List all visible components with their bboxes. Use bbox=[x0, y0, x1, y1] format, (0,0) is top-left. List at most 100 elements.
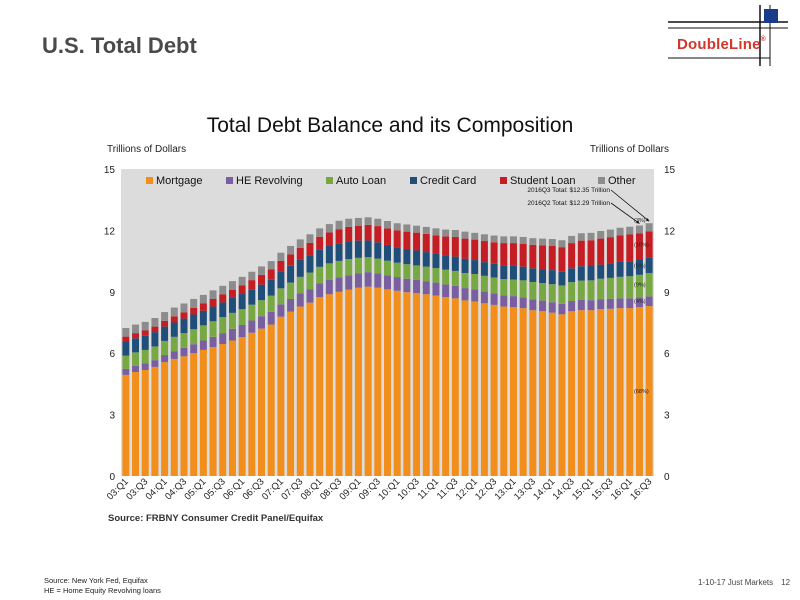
bar-segment-student-loan bbox=[626, 234, 634, 262]
bar-segment-credit-card bbox=[587, 266, 595, 281]
bar-segment-auto-loan bbox=[558, 285, 566, 304]
bar-segment-auto-loan bbox=[141, 349, 149, 364]
bar-segment-credit-card bbox=[364, 240, 372, 258]
bar-segment-he-revolving bbox=[587, 300, 595, 311]
bar-segment-student-loan bbox=[393, 230, 401, 248]
bar-segment-credit-card bbox=[141, 335, 149, 350]
bar-segment-he-revolving bbox=[597, 299, 605, 310]
bar-segment-auto-loan bbox=[345, 259, 353, 276]
bar-segment-credit-card bbox=[345, 241, 353, 260]
bar-segment-mortgage bbox=[325, 294, 333, 476]
bar-segment-student-loan bbox=[645, 231, 653, 258]
bar-segment-he-revolving bbox=[335, 277, 343, 292]
bar-segment-mortgage bbox=[587, 310, 595, 476]
bar-segment-credit-card bbox=[626, 261, 634, 277]
x-tick-label: 16:Q3 bbox=[628, 476, 654, 502]
total-annotation: 2016Q3 Total: $12.35 Trillion bbox=[527, 187, 610, 194]
bar-segment-mortgage bbox=[335, 291, 343, 476]
bar-segment-other bbox=[645, 223, 653, 232]
legend-label: Mortgage bbox=[156, 175, 202, 187]
bar-segment-he-revolving bbox=[626, 298, 634, 309]
bar-segment-credit-card bbox=[199, 310, 207, 326]
bar-segment-mortgage bbox=[267, 324, 275, 476]
bar-segment-other bbox=[471, 232, 479, 240]
bar-segment-other bbox=[626, 226, 634, 235]
bar-segment-mortgage bbox=[548, 312, 556, 476]
bar-segment-mortgage bbox=[122, 374, 130, 476]
bar-segment-mortgage bbox=[248, 332, 256, 476]
bar-segment-mortgage bbox=[539, 311, 547, 476]
y-tick-label-left: 12 bbox=[104, 226, 116, 237]
bar-segment-mortgage bbox=[219, 343, 227, 476]
bar-segment-student-loan bbox=[345, 226, 353, 242]
bar-segment-mortgage bbox=[645, 306, 653, 476]
bar-segment-mortgage bbox=[413, 293, 421, 476]
bar-segment-credit-card bbox=[258, 284, 266, 301]
bar-segment-auto-loan bbox=[568, 282, 576, 302]
bar-segment-mortgage bbox=[500, 306, 508, 476]
bar-segment-student-loan bbox=[490, 242, 498, 264]
bar-segment-auto-loan bbox=[238, 309, 246, 325]
bar-segment-credit-card bbox=[490, 263, 498, 278]
bar-segment-he-revolving bbox=[442, 284, 450, 298]
bar-segment-other bbox=[306, 234, 314, 243]
bar-segment-auto-loan bbox=[500, 279, 508, 296]
footer-source-line: HE = Home Equity Revolving loans bbox=[44, 586, 161, 595]
legend-label: HE Revolving bbox=[236, 175, 303, 187]
legend-label: Credit Card bbox=[420, 175, 476, 187]
bar-segment-he-revolving bbox=[325, 279, 333, 295]
bar-segment-student-loan bbox=[461, 238, 469, 259]
bar-segment-credit-card bbox=[577, 266, 585, 281]
bar-segment-auto-loan bbox=[451, 270, 459, 286]
chart-source: Source: FRBNY Consumer Credit Panel/Equi… bbox=[108, 513, 324, 524]
bar-segment-credit-card bbox=[480, 262, 488, 276]
y-tick-label-left: 15 bbox=[104, 165, 116, 176]
bar-segment-auto-loan bbox=[248, 304, 256, 321]
annotation-arrowhead bbox=[645, 218, 650, 222]
bar-segment-mortgage bbox=[141, 369, 149, 476]
bar-segment-other bbox=[413, 225, 421, 233]
bar-segment-he-revolving bbox=[471, 289, 479, 302]
bar-segment-he-revolving bbox=[461, 288, 469, 301]
bar-segment-credit-card bbox=[616, 261, 624, 277]
bar-segment-other bbox=[587, 232, 595, 241]
bar-segment-he-revolving bbox=[161, 355, 169, 363]
bar-segment-auto-loan bbox=[161, 340, 169, 356]
y-axis-label-right: Trillions of Dollars bbox=[590, 144, 669, 155]
bar-segment-auto-loan bbox=[316, 266, 324, 284]
bar-segment-credit-card bbox=[432, 253, 440, 269]
bar-segment-student-loan bbox=[519, 243, 527, 267]
bar-segment-student-loan bbox=[568, 243, 576, 269]
y-tick-label-right: 3 bbox=[664, 411, 670, 422]
bar-segment-he-revolving bbox=[199, 340, 207, 350]
bar-segment-student-loan bbox=[199, 303, 207, 311]
bar-segment-other bbox=[132, 324, 140, 334]
bar-segment-auto-loan bbox=[277, 288, 285, 305]
chart-title: Total Debt Balance and its Composition bbox=[207, 114, 574, 137]
bar-segment-he-revolving bbox=[384, 275, 391, 290]
bar-segment-he-revolving bbox=[248, 320, 256, 333]
bar-segment-student-loan bbox=[471, 239, 479, 261]
annotation-arrow bbox=[610, 189, 650, 222]
bar-segment-auto-loan bbox=[132, 352, 140, 366]
bar-segment-student-loan bbox=[132, 333, 140, 339]
bar-segment-mortgage bbox=[258, 328, 266, 476]
bar-segment-student-loan bbox=[151, 326, 159, 333]
bar-segment-credit-card bbox=[635, 259, 643, 275]
bar-segment-auto-loan bbox=[626, 276, 634, 299]
bar-segment-auto-loan bbox=[413, 265, 421, 280]
bar-segment-he-revolving bbox=[151, 360, 159, 367]
bar-segment-other bbox=[403, 224, 411, 232]
legend-label: Auto Loan bbox=[336, 175, 386, 187]
bar-segment-he-revolving bbox=[190, 344, 198, 354]
bar-segment-other bbox=[238, 276, 246, 286]
bar-segment-credit-card bbox=[132, 338, 140, 353]
bar-segment-he-revolving bbox=[122, 368, 130, 375]
bar-segment-student-loan bbox=[238, 285, 246, 295]
bar-segment-mortgage bbox=[597, 309, 605, 476]
x-tick-label: 11:Q1 bbox=[416, 476, 442, 502]
bar-segment-he-revolving bbox=[645, 296, 653, 307]
bar-segment-he-revolving bbox=[393, 277, 401, 291]
y-tick-label-left: 0 bbox=[109, 472, 115, 483]
bar-segment-mortgage bbox=[306, 302, 314, 476]
